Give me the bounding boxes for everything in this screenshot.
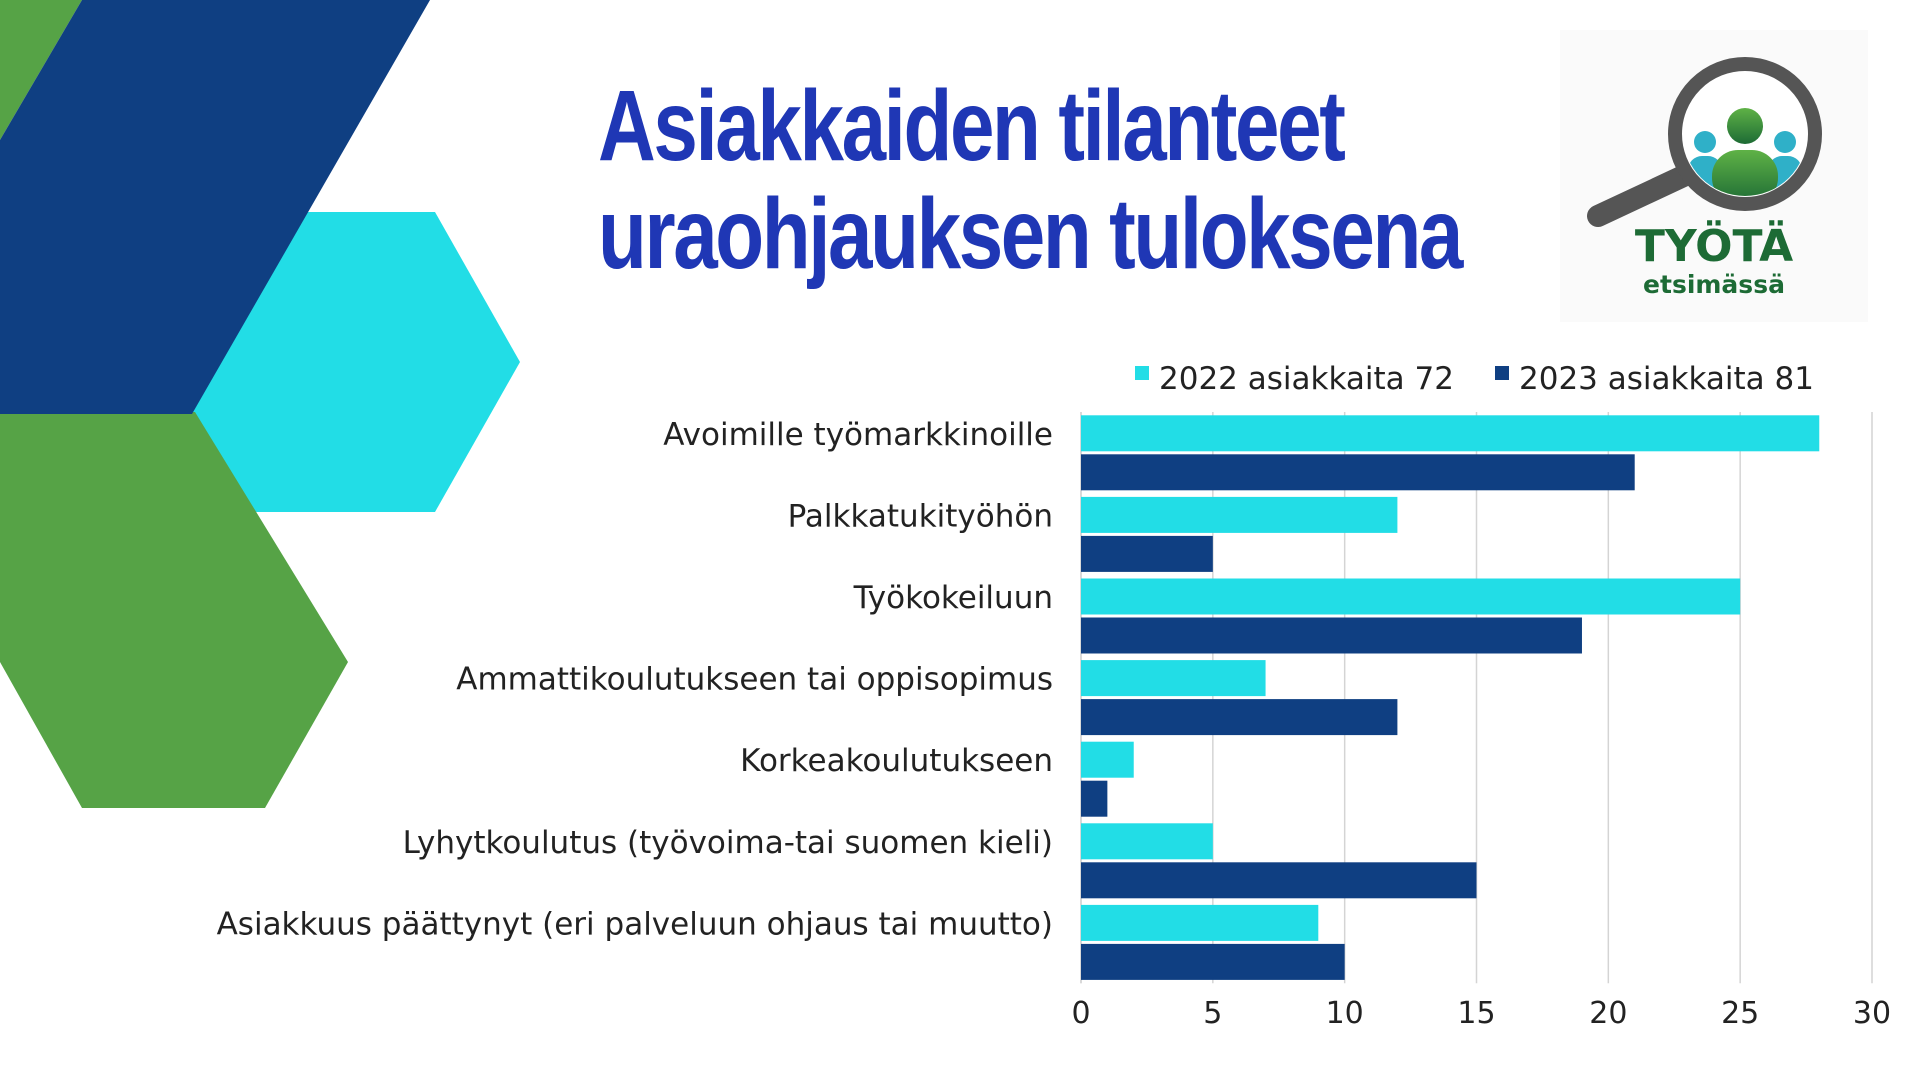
navy-hexagon — [0, 0, 430, 414]
logo-text-main: TYÖTÄ — [1634, 221, 1794, 272]
logo-text-sub: etsimässä — [1643, 270, 1785, 299]
bar-series-2 — [1081, 535, 1213, 572]
category-label: Ammattikoulutukseen tai oppisopimus — [456, 662, 1053, 698]
logo: TYÖTÄ etsimässä — [1560, 30, 1868, 322]
green-hexagon-bottom — [0, 412, 348, 808]
x-tick-label: 30 — [1853, 996, 1891, 1031]
category-label: Asiakkuus päättynyt (eri palveluun ohjau… — [217, 906, 1053, 942]
legend-label: 2022 asiakkaita 72 — [1159, 361, 1454, 397]
bars — [1081, 415, 1820, 980]
legend-swatch — [1495, 366, 1509, 380]
x-axis-ticks: 0 5 10 15 20 25 30 — [1071, 996, 1891, 1031]
category-labels: Avoimille työmarkkinoille Palkkatukityöhö… — [217, 417, 1053, 943]
bar-series-1 — [1081, 578, 1741, 615]
legend-label: 2023 asiakkaita 81 — [1519, 361, 1814, 397]
x-tick-label: 5 — [1203, 996, 1222, 1031]
x-tick-label: 10 — [1326, 996, 1364, 1031]
bar-series-1 — [1081, 496, 1398, 533]
bar-series-1 — [1081, 660, 1266, 697]
x-tick-label: 25 — [1721, 996, 1759, 1031]
x-tick-label: 15 — [1457, 996, 1495, 1031]
x-tick-label: 0 — [1071, 996, 1090, 1031]
category-label: Korkeakoulutukseen — [740, 743, 1053, 779]
bar-series-2 — [1081, 699, 1398, 736]
bar-series-2 — [1081, 454, 1635, 491]
bar-series-1 — [1081, 904, 1319, 941]
magnifier-icon — [1587, 57, 1822, 227]
bar-series-1 — [1081, 823, 1213, 860]
bar-series-2 — [1081, 617, 1582, 654]
bar-series-2 — [1081, 862, 1477, 899]
category-label: Lyhytkoulutus (työvoima-tai suomen kieli… — [403, 825, 1053, 861]
x-tick-label: 20 — [1589, 996, 1627, 1031]
category-label: Palkkatukityöhön — [788, 498, 1053, 534]
page-title: Asiakkaiden tilanteet uraohjauksen tulok… — [598, 70, 1463, 290]
title-line-1: Asiakkaiden tilanteet — [598, 70, 1346, 182]
decorative-hexagons — [0, 0, 520, 808]
bar-series-1 — [1081, 415, 1820, 452]
title-line-2: uraohjauksen tuloksena — [598, 178, 1463, 290]
bar-series-1 — [1081, 741, 1134, 778]
legend: 2022 asiakkaita 72 2023 asiakkaita 81 — [1135, 361, 1814, 397]
category-label: Työkokeiluun — [853, 580, 1053, 616]
category-label: Avoimille työmarkkinoille — [663, 417, 1053, 453]
bar-series-2 — [1081, 943, 1345, 980]
legend-swatch — [1135, 366, 1149, 380]
bar-series-2 — [1081, 780, 1108, 817]
